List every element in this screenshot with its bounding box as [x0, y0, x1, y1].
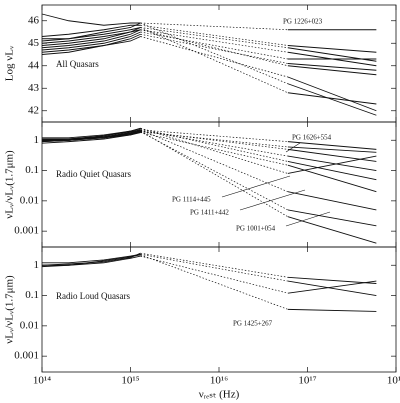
x-tick-label: 10¹⁶ — [210, 375, 228, 387]
y-axis-label: νLᵥ/νLᵥ(1.7μm) — [4, 275, 16, 344]
extrapolation-line — [140, 29, 288, 67]
extrapolation-line — [140, 130, 288, 150]
spectrum-line — [287, 160, 377, 181]
y-axis-label: Log νLᵥ — [4, 45, 16, 81]
spectrum-line — [287, 280, 377, 296]
y-tick-label: 46 — [28, 14, 40, 26]
spectrum-line — [42, 253, 141, 264]
extrapolation-line — [140, 255, 288, 294]
y-tick-label: 1 — [34, 134, 40, 146]
panel-label: Radio Quiet Quasars — [56, 169, 131, 179]
spectrum-line — [287, 141, 377, 150]
annotation: PG 1411+442 — [190, 209, 229, 217]
x-tick-label: 10¹⁴ — [33, 375, 51, 387]
annotation-pointer — [221, 175, 291, 198]
spectrum-line — [287, 308, 377, 312]
y-tick-label: 44 — [28, 59, 40, 71]
spectrum-line — [287, 83, 377, 116]
spectrum-line — [41, 131, 141, 141]
y-tick-label: 45 — [28, 37, 40, 49]
y-tick-label: 0.001 — [14, 225, 39, 237]
extrapolation-line — [140, 127, 288, 174]
spectrum-line — [287, 155, 377, 174]
y-tick-label: 0.01 — [20, 319, 39, 331]
extrapolation-line — [140, 129, 289, 193]
extrapolation-line — [140, 130, 288, 157]
spectrum-line — [42, 22, 141, 40]
annotation: PG 1425+267 — [233, 320, 273, 328]
spectrum-line — [41, 31, 141, 51]
spectrum-line — [287, 155, 377, 171]
panel-label: All Quasars — [56, 59, 99, 69]
annotation: PG 1626+554 — [292, 134, 332, 142]
spectrum-line — [287, 65, 377, 76]
spectrum-line — [287, 164, 377, 193]
spectrum-line — [287, 45, 377, 53]
y-tick-label: 0.001 — [14, 350, 39, 362]
y-tick-label: 43 — [28, 82, 40, 94]
extrapolation-line — [140, 24, 288, 46]
y-tick-label: 0.01 — [20, 194, 39, 206]
extrapolation-line — [140, 22, 288, 85]
extrapolation-line — [140, 131, 288, 148]
spectrum-line — [41, 255, 141, 268]
spectrum-line — [41, 127, 141, 143]
extrapolation-line — [140, 36, 288, 78]
spectrum-line — [41, 13, 141, 26]
panel-frame — [41, 121, 397, 248]
annotation: PG 1114+445 — [172, 196, 211, 204]
y-tick-label: 1 — [34, 259, 40, 271]
x-axis-label: νᵣₑₛₜ (Hz) — [199, 389, 240, 401]
y-axis-label: νLᵥ/νLᵥ(1.7μm) — [4, 150, 16, 219]
extrapolation-line — [140, 29, 288, 53]
spectrum-line — [287, 216, 377, 244]
extrapolation-line — [140, 254, 288, 310]
annotation: PG 1001+054 — [236, 225, 276, 233]
extrapolation-line — [140, 131, 289, 211]
spectrum-line — [287, 191, 377, 211]
x-tick-label: 10¹⁵ — [121, 375, 139, 387]
spectrum-line — [287, 280, 377, 294]
y-tick-label: 0.1 — [25, 289, 39, 301]
extrapolation-line — [140, 130, 289, 217]
y-tick-label: 0.1 — [25, 164, 39, 176]
extrapolation-line — [140, 132, 288, 166]
y-tick-label: 42 — [28, 104, 39, 116]
extrapolation-line — [140, 129, 288, 142]
panel-label: Radio Loud Quasars — [56, 291, 130, 301]
x-tick-label: 10¹⁷ — [298, 375, 316, 387]
spectrum-line — [287, 63, 377, 71]
spectrum-line — [41, 24, 141, 37]
spectrum-line — [42, 254, 141, 266]
extrapolation-line — [140, 252, 288, 278]
extrapolation-line — [140, 27, 289, 94]
extrapolation-line — [140, 253, 288, 282]
spectrum-line — [287, 146, 377, 153]
spectrum-line — [41, 33, 141, 53]
annotation-pointer — [285, 211, 331, 227]
spectrum-line — [287, 92, 377, 105]
extrapolation-line — [140, 31, 288, 60]
spectrum-line — [41, 27, 141, 42]
x-tick-label: 10¹⁸ — [387, 375, 400, 387]
spectrum-line — [41, 29, 141, 49]
spectrum-line — [287, 209, 377, 227]
annotation: PG 1226+023 — [283, 18, 323, 26]
extrapolation-line — [140, 128, 288, 162]
spectrum-line — [287, 76, 377, 112]
spectrum-line — [287, 276, 377, 284]
extrapolation-line — [140, 22, 288, 31]
spectrum-line — [41, 29, 141, 46]
spectrum-line — [41, 27, 141, 44]
spectrum-line — [41, 36, 141, 55]
